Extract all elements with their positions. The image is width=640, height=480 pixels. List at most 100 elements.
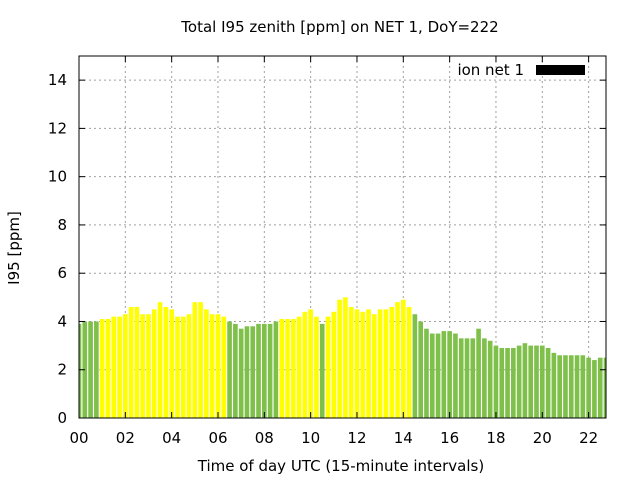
bar: [389, 306, 395, 418]
bar: [603, 357, 606, 418]
bar: [215, 314, 221, 418]
bar: [545, 348, 551, 418]
bar: [372, 314, 377, 418]
bar: [337, 299, 342, 418]
bar: [140, 314, 146, 418]
x-tick-label: 14: [394, 429, 413, 447]
bar: [94, 321, 99, 418]
y-tick-labels: 0 2 4 6 8 10 12 14: [48, 71, 67, 427]
bar: [528, 345, 534, 418]
bar: [522, 343, 528, 418]
bar: [267, 323, 273, 418]
x-axis-label: Time of day UTC (15-minute intervals): [197, 457, 484, 475]
bar: [412, 314, 418, 418]
x-tick-labels: 00 02 04 06 08 10 12 14 16 18 20 22: [69, 429, 598, 447]
bar: [319, 323, 325, 418]
bar: [256, 323, 261, 418]
bar: [134, 306, 140, 418]
bar: [377, 309, 383, 418]
bar: [366, 309, 371, 418]
bar: [557, 355, 562, 418]
y-tick-label: 8: [57, 216, 67, 234]
bar: [273, 321, 279, 418]
bar: [227, 321, 232, 418]
x-tick-label: 06: [208, 429, 227, 447]
x-tick-label: 08: [255, 429, 274, 447]
x-tick-label: 00: [69, 429, 88, 447]
y-tick-label: 4: [57, 312, 67, 330]
bar: [395, 302, 400, 418]
bar: [424, 328, 429, 418]
bar: [151, 309, 157, 418]
bar: [146, 314, 151, 418]
bar: [343, 297, 348, 418]
bar: [117, 316, 122, 418]
bar: [250, 326, 256, 418]
bar: [568, 355, 574, 418]
bar: [238, 328, 244, 418]
bar: [186, 314, 192, 418]
bar: [499, 348, 505, 418]
x-tick-label: 18: [486, 429, 505, 447]
bar: [308, 309, 313, 418]
bar: [516, 345, 522, 418]
x-tick-label: 12: [347, 429, 366, 447]
bar: [493, 345, 499, 418]
bar: [458, 338, 464, 418]
y-tick-label: 10: [48, 168, 67, 186]
bar: [204, 309, 209, 418]
y-tick-label: 6: [57, 264, 67, 282]
bar: [262, 323, 267, 418]
y-tick-label: 0: [57, 409, 67, 427]
bar: [435, 333, 441, 418]
bar: [383, 309, 389, 418]
bar: [79, 323, 82, 418]
bar: [221, 316, 227, 418]
bar: [88, 321, 93, 418]
bars: [79, 297, 606, 418]
bar: [325, 316, 331, 418]
bar: [592, 360, 597, 418]
bar: [111, 316, 117, 418]
bar: [233, 323, 238, 418]
legend-label: ion net 1: [457, 61, 524, 79]
x-tick-label: 16: [440, 429, 459, 447]
bar: [99, 319, 105, 418]
bar: [441, 331, 447, 418]
bar: [244, 326, 250, 418]
bar: [302, 311, 308, 418]
bar: [296, 316, 302, 418]
bar: [539, 345, 545, 418]
bar: [209, 314, 215, 418]
legend-swatch: [536, 65, 585, 75]
bar: [418, 321, 423, 418]
x-tick-label: 10: [301, 429, 320, 447]
x-tick-label: 22: [579, 429, 598, 447]
bar: [597, 357, 603, 418]
bar: [314, 316, 319, 418]
bar: [453, 333, 458, 418]
bar: [505, 348, 510, 418]
bar: [580, 355, 586, 418]
y-tick-label: 2: [57, 361, 67, 379]
bar: [476, 328, 481, 418]
bar: [400, 299, 406, 418]
plot-frame: [78, 55, 607, 419]
bar: [534, 345, 539, 418]
bar: [511, 348, 516, 418]
bar: [169, 309, 174, 418]
bar: [586, 357, 591, 418]
x-tick-label: 02: [116, 429, 135, 447]
bar: [360, 311, 366, 418]
bar: [464, 338, 470, 418]
bar: [198, 302, 203, 418]
bar: [429, 333, 435, 418]
bar: [470, 338, 476, 418]
bar: [406, 306, 412, 418]
bar: [551, 352, 557, 418]
chart-title: Total I95 zenith [ppm] on NET 1, DoY=222: [180, 18, 498, 36]
bar: [180, 316, 186, 418]
bar: [128, 306, 134, 418]
bar: [123, 314, 128, 418]
